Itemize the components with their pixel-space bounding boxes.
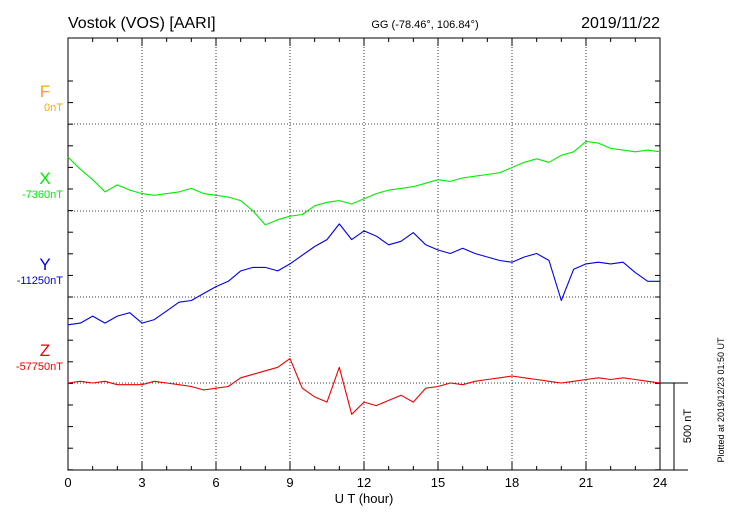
x-tick-label-12: 12 [357,475,371,490]
component-name-Y: Y [39,255,50,274]
station-title: Vostok (VOS) [AARI] [68,15,216,32]
series-line-Y [67,223,660,326]
component-baseline-Y: -11250nT [17,275,64,287]
grid-layer [68,38,660,470]
station-coords: GG (-78.46°, 106.84°) [371,19,478,31]
x-tick-label-15: 15 [431,475,445,490]
x-tick-label-24: 24 [653,475,667,490]
component-baseline-Z: -57750nT [16,361,63,373]
component-name-F: F [40,82,50,101]
x-tick-label-9: 9 [286,475,293,490]
component-baseline-F: 0nT [44,102,63,114]
x-tick-label-3: 3 [138,475,145,490]
series-line-X [67,140,661,226]
x-tick-label-21: 21 [579,475,593,490]
component-name-X: X [39,169,50,188]
x-axis-label: U T (hour) [335,491,394,506]
scale-bar-label: 500 nT [682,409,694,444]
x-tick-label-6: 6 [212,475,219,490]
component-name-Z: Z [40,341,50,360]
x-tick-label-0: 0 [64,475,71,490]
x-tick-labels: 0 3 6 9 12 15 18 21 24 [64,475,667,490]
chart-date: 2019/11/22 [581,15,660,32]
x-tick-label-18: 18 [505,475,519,490]
plotted-timestamp: Plotted at 2019/12/23 01:50 UT [716,337,726,463]
series-line-Z [67,358,661,415]
scale-bar: 500 nT [660,382,694,471]
component-baseline-X: -7360nT [22,189,63,201]
series-layer [67,140,661,415]
ticks-layer [67,38,661,471]
